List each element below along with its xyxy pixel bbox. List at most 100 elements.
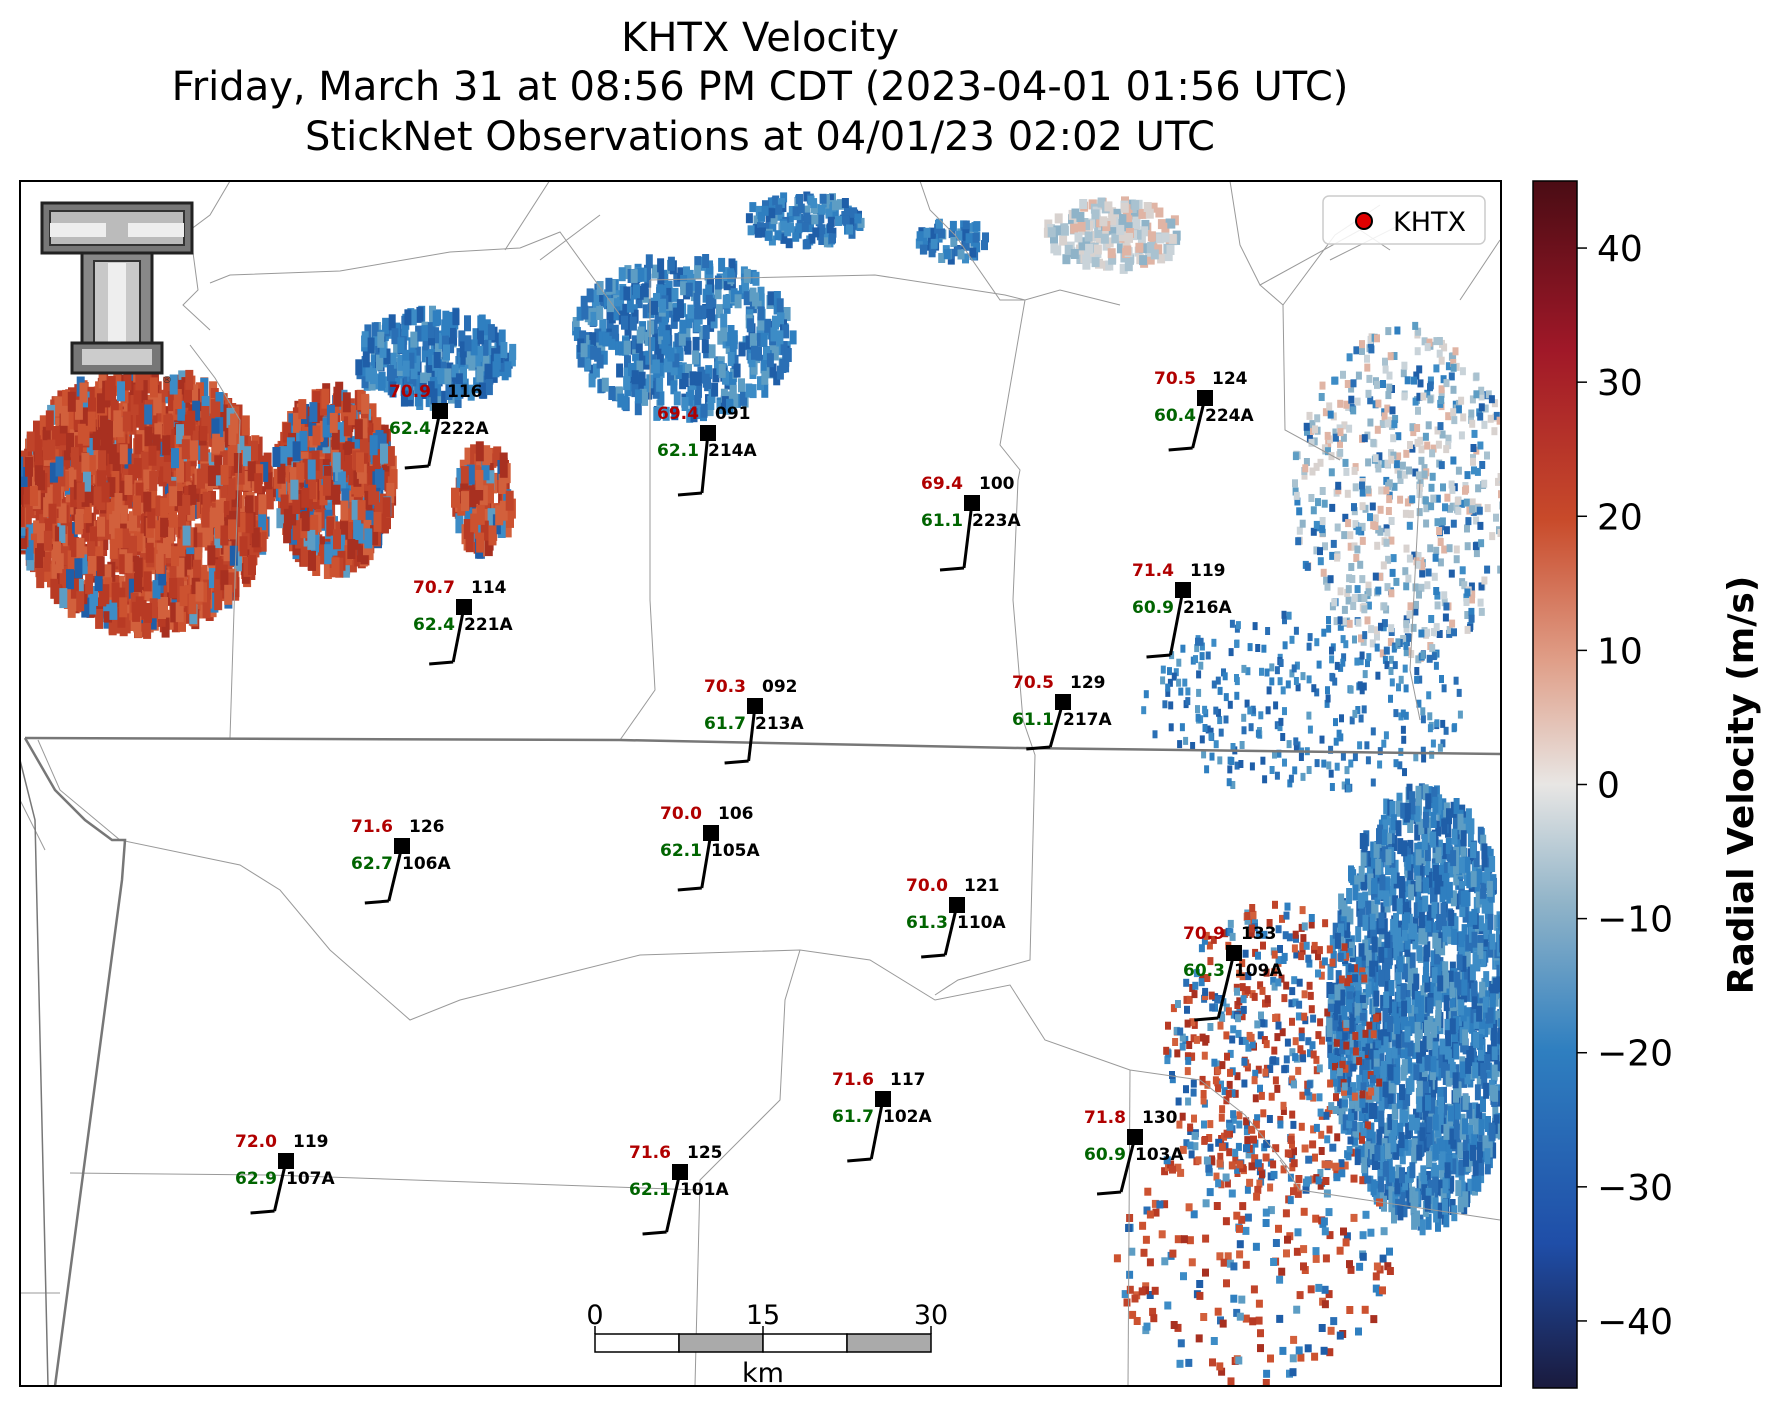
texas-tech-double-t-logo: ®: [40, 201, 194, 386]
station-wind-direction: 133: [1241, 924, 1277, 944]
station-dewpoint: 61.7: [832, 1107, 874, 1127]
legend-label-khtx: KHTX: [1393, 207, 1466, 238]
station-wind-direction: 116: [447, 382, 483, 402]
wind-barb: [642, 1230, 667, 1236]
station-marker: [747, 698, 763, 714]
colorbar-tick-label: 20: [1597, 497, 1643, 538]
station-wind-direction: 129: [1070, 673, 1106, 693]
station-temperature: 71.6: [832, 1070, 874, 1090]
station-wind-direction: 126: [409, 817, 445, 837]
station-temperature: 70.5: [1154, 369, 1196, 389]
station-dewpoint: 62.4: [413, 615, 455, 635]
station-dewpoint: 62.1: [629, 1180, 671, 1200]
station-101A: 71.6 125 62.1 101A: [629, 1143, 729, 1236]
station-dewpoint: 60.4: [1154, 406, 1196, 426]
station-dewpoint: 61.1: [1012, 710, 1054, 730]
station-id: 224A: [1205, 406, 1254, 426]
station-marker: [1127, 1129, 1143, 1145]
station-dewpoint: 62.9: [235, 1169, 277, 1189]
wind-stick: [387, 845, 404, 902]
wind-stick: [962, 502, 974, 569]
station-dewpoint: 62.1: [657, 441, 699, 461]
station-wind-direction: 125: [687, 1143, 723, 1163]
station-wind-direction: 091: [715, 404, 751, 424]
wind-stick: [1169, 589, 1185, 656]
station-dewpoint: 61.7: [704, 714, 746, 734]
wind-stick: [869, 1098, 885, 1160]
station-id: 101A: [680, 1180, 729, 1200]
station-dewpoint: 62.1: [660, 841, 702, 861]
station-temperature: 71.8: [1084, 1108, 1126, 1128]
station-224A: 70.5 124 60.4 224A: [1154, 369, 1254, 452]
station-110A: 70.0 121 61.3 110A: [906, 876, 1006, 959]
station-dewpoint: 61.3: [906, 913, 948, 933]
colorbar-tick-label: −20: [1597, 1034, 1673, 1075]
wind-barb: [921, 953, 946, 959]
wind-barb: [847, 1157, 872, 1163]
station-marker: [949, 897, 965, 913]
logo-registered-mark: ®: [162, 375, 172, 386]
wind-stick: [943, 904, 959, 956]
station-marker: [672, 1164, 688, 1180]
wind-barb: [1194, 1016, 1219, 1022]
legend: KHTX: [1322, 195, 1486, 245]
station-wind-direction: 124: [1212, 369, 1248, 389]
station-marker: [278, 1153, 294, 1169]
station-marker: [1197, 390, 1213, 406]
station-marker: [1175, 582, 1191, 598]
station-id: 110A: [957, 913, 1006, 933]
station-222A: 70.9 116 62.4 222A: [389, 382, 489, 470]
station-temperature: 70.5: [1012, 673, 1054, 693]
wind-barb: [364, 899, 389, 905]
station-221A: 70.7 114 62.4 221A: [413, 578, 513, 666]
station-temperature: 71.6: [629, 1143, 671, 1163]
station-wind-direction: 106: [718, 804, 754, 824]
station-216A: 71.4 119 60.9 216A: [1132, 561, 1232, 659]
station-213A: 70.3 092 61.7 213A: [704, 677, 804, 765]
state-boundary: [20, 736, 1501, 1386]
wind-barb: [724, 759, 749, 765]
colorbar-tick-label: 0: [1597, 766, 1620, 807]
station-temperature: 69.4: [657, 404, 699, 424]
station-temperature: 70.9: [389, 382, 431, 402]
colorbar-label: Radial Velocity (m/s): [1721, 576, 1762, 995]
colorbar-tick-label: −40: [1597, 1302, 1673, 1343]
station-109A: 70.9 133 60.3 109A: [1183, 924, 1283, 1022]
station-103A: 71.8 130 60.9 103A: [1084, 1108, 1184, 1196]
station-temperature: 71.4: [1132, 561, 1174, 581]
colorbar-tick-label: −30: [1597, 1168, 1673, 1209]
wind-stick: [451, 606, 466, 663]
station-temperature: 69.4: [921, 474, 963, 494]
colorbar: 40 30 20 10 0 −10 −20 −30 −40 Radial Velocity (m…: [1532, 180, 1762, 1389]
station-id: 217A: [1063, 710, 1112, 730]
colorbar-gradient: [1532, 180, 1578, 1389]
station-temperature: 70.3: [704, 677, 746, 697]
wind-barb: [250, 1209, 275, 1215]
station-dewpoint: 60.9: [1084, 1145, 1126, 1165]
wind-barb: [429, 660, 454, 666]
wind-barb: [677, 491, 703, 497]
station-marker: [964, 495, 980, 511]
station-id: 216A: [1183, 598, 1232, 618]
wind-barb: [677, 886, 702, 892]
wind-barb: [1168, 446, 1193, 452]
station-temperature: 70.9: [1183, 924, 1225, 944]
legend-marker-khtx: [1355, 212, 1373, 230]
station-temperature: 72.0: [235, 1132, 277, 1152]
wind-stick: [1119, 1136, 1137, 1193]
station-temperature: 70.0: [660, 804, 702, 824]
title-line-3: StickNet Observations at 04/01/23 02:02 …: [305, 114, 1215, 160]
station-223A: 69.4 100 61.1 223A: [921, 474, 1021, 572]
scalebar-label-15: 15: [746, 1300, 780, 1331]
station-wind-direction: 100: [979, 474, 1015, 494]
station-temperature: 70.0: [906, 876, 948, 896]
station-102A: 71.6 117 61.7 102A: [832, 1070, 932, 1163]
station-marker: [394, 838, 410, 854]
station-id: 105A: [711, 841, 760, 861]
colorbar-tick-label: −10: [1597, 900, 1673, 941]
station-wind-direction: 114: [471, 578, 507, 598]
station-temperature: 71.6: [351, 817, 393, 837]
station-temperature: 70.7: [413, 578, 455, 598]
scalebar-label-30: 30: [914, 1300, 948, 1331]
